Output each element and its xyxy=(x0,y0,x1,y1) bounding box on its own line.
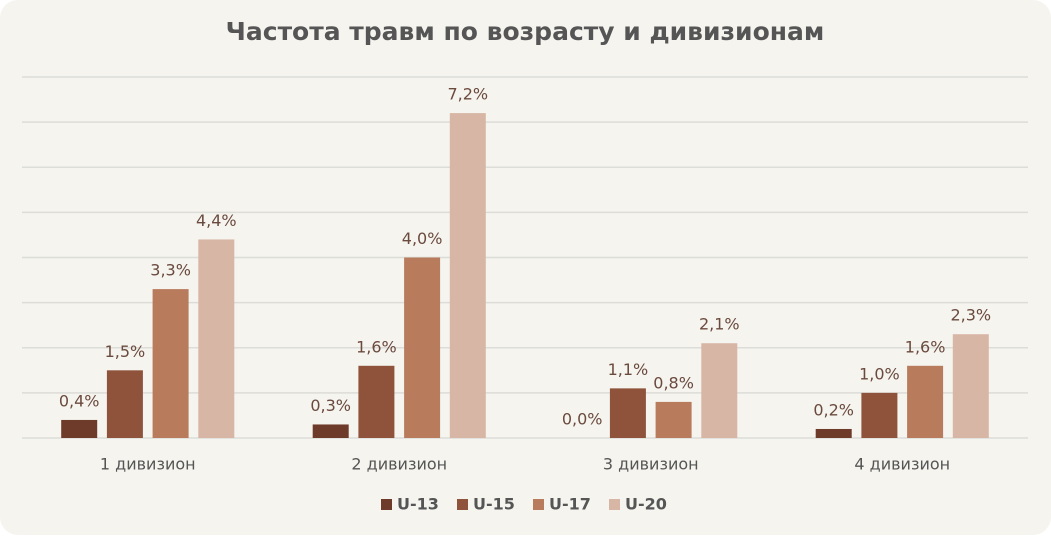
value-label: 0,8% xyxy=(653,373,694,392)
value-label: 0,4% xyxy=(59,391,100,410)
bar xyxy=(655,401,692,438)
legend-label: U-13 xyxy=(397,495,439,514)
bar xyxy=(907,365,944,438)
value-label: 1,5% xyxy=(105,342,146,361)
legend-swatch xyxy=(381,499,392,510)
value-label: 0,0% xyxy=(562,410,603,429)
x-tick-label: 1 дивизион xyxy=(100,455,196,474)
legend-swatch xyxy=(533,499,544,510)
bar xyxy=(815,428,852,438)
value-label: 4,0% xyxy=(402,229,443,248)
value-label: 7,2% xyxy=(447,85,488,104)
value-label: 2,3% xyxy=(950,306,991,325)
value-label: 2,1% xyxy=(699,315,740,334)
chart-title: Частота травм по возрасту и дивизионам xyxy=(226,17,825,46)
value-label: 3,3% xyxy=(150,261,191,280)
legend-swatch xyxy=(609,499,620,510)
bar xyxy=(198,239,235,438)
legend-swatch xyxy=(457,499,468,510)
bar xyxy=(701,343,738,438)
value-label: 1,1% xyxy=(608,360,649,379)
value-label: 1,6% xyxy=(356,337,397,356)
legend-label: U-17 xyxy=(549,495,591,514)
bar xyxy=(952,334,989,438)
bar xyxy=(106,370,143,438)
bar xyxy=(61,419,98,438)
bar xyxy=(861,392,898,438)
legend-label: U-15 xyxy=(473,495,515,514)
value-label: 4,4% xyxy=(196,211,237,230)
legend-label: U-20 xyxy=(625,495,667,514)
value-label: 0,2% xyxy=(813,400,854,419)
x-tick-label: 2 дивизион xyxy=(351,455,447,474)
bar xyxy=(152,289,189,438)
bar xyxy=(609,388,646,438)
x-tick-label: 3 дивизион xyxy=(603,455,699,474)
x-tick-label: 4 дивизион xyxy=(854,455,950,474)
value-label: 1,0% xyxy=(859,364,900,383)
bar xyxy=(404,257,441,438)
bar xyxy=(358,365,395,438)
value-label: 0,3% xyxy=(310,396,351,415)
bar xyxy=(449,113,486,438)
value-label: 1,6% xyxy=(905,337,946,356)
bar xyxy=(312,424,349,438)
